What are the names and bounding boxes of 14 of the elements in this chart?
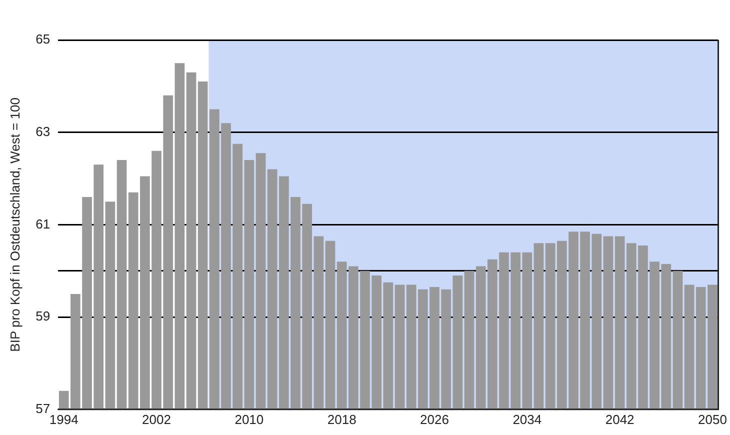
x-tick-label: 2010 (234, 412, 264, 427)
y-tick-label: 65 (36, 32, 50, 47)
x-tick-label: 2034 (512, 412, 542, 427)
x-tick-label: 2050 (698, 412, 727, 427)
x-tick-label: 2042 (605, 412, 634, 427)
x-tick-label: 2018 (327, 412, 356, 427)
y-axis-title: BIP pro Kopf in Ostdeutschland, West = 100 (7, 98, 22, 352)
y-tick-label: 59 (36, 308, 50, 324)
y-tick-label: 57 (36, 400, 50, 416)
y-tick-label: 63 (36, 124, 50, 139)
x-tick-label: 2002 (142, 412, 171, 427)
y-tick-label: 61 (36, 216, 50, 232)
x-tick-label: 2026 (420, 412, 449, 427)
x-tick-label: 1994 (49, 412, 78, 427)
